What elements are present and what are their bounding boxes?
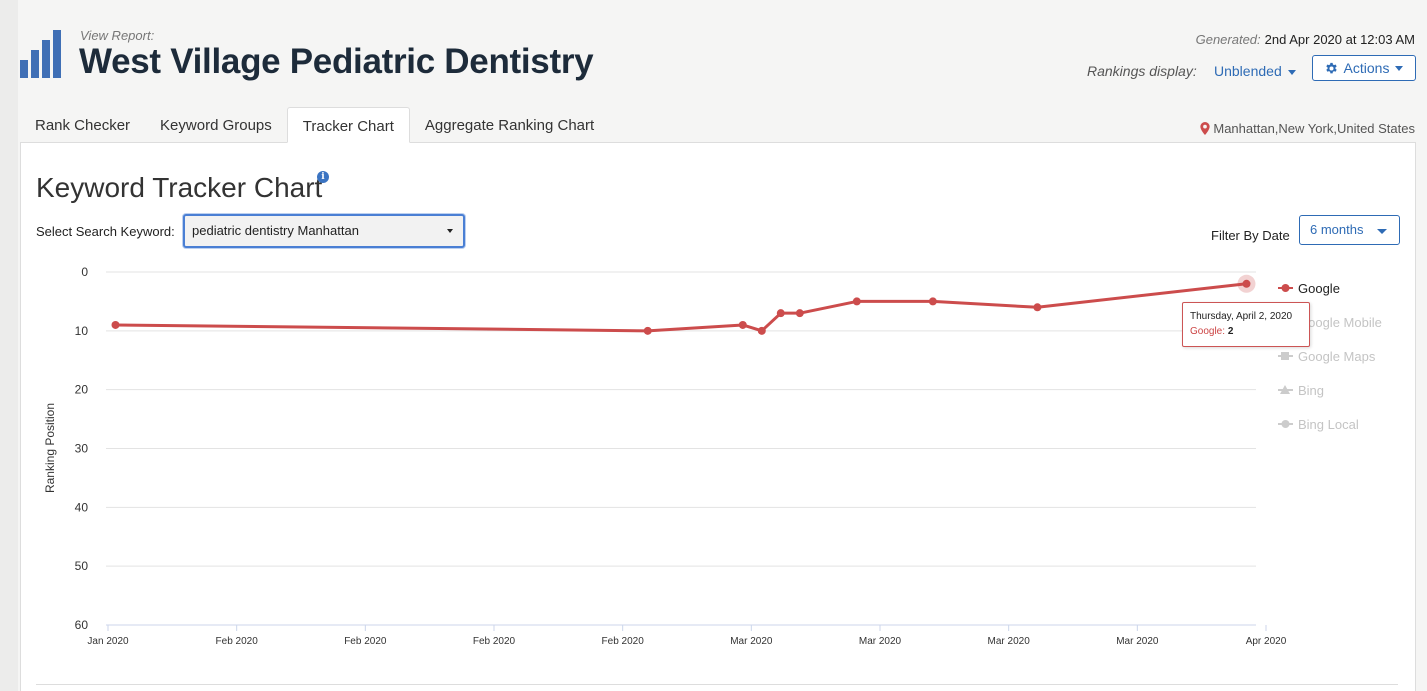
x-tick-label: Apr 2020 <box>1246 636 1287 647</box>
series-line-google <box>114 282 1248 333</box>
x-tick-label: Mar 2020 <box>859 636 902 647</box>
data-point <box>1242 279 1251 288</box>
data-point <box>643 326 652 335</box>
data-point <box>776 309 785 318</box>
rankings-display-value: Unblended <box>1214 63 1282 79</box>
x-tick-label: Feb 2020 <box>602 636 645 647</box>
map-pin-icon <box>1200 122 1211 135</box>
x-tick-label: Mar 2020 <box>988 636 1031 647</box>
chevron-down-icon <box>1395 65 1404 71</box>
tooltip-value: 2 <box>1227 326 1234 337</box>
chart-grid <box>106 271 1256 626</box>
data-point <box>795 309 804 318</box>
legend-square-marker <box>1281 352 1289 360</box>
x-axis-ticks: Jan 2020 Feb 2020 Feb 2020 Feb 2020 Feb 2020… <box>87 625 1287 647</box>
y-axis-ticks: 0 10 20 30 40 50 60 <box>75 265 89 632</box>
data-point <box>111 320 120 329</box>
x-tick-label: Feb 2020 <box>473 636 516 647</box>
filter-by-date-dropdown[interactable]: 6 months <box>1299 215 1400 245</box>
actions-button[interactable]: Actions <box>1312 55 1416 81</box>
chart-logo-icon <box>20 30 61 78</box>
x-tick-label: Jan 2020 <box>87 636 129 647</box>
tab-tracker-chart[interactable]: Tracker Chart <box>286 107 410 143</box>
generated-value: 2nd Apr 2020 at 12:03 AM <box>1264 32 1415 47</box>
generated-info: Generated: 2nd Apr 2020 at 12:03 AM <box>1196 32 1415 47</box>
tooltip-series-line: Google: 2 <box>1190 324 1302 339</box>
filter-by-date-label: Filter By Date <box>1211 228 1290 243</box>
chart-legend: Google Google Mobile Google Maps Bing Bing L… <box>1278 281 1382 432</box>
report-title: West Village Pediatric Dentistry <box>79 42 594 81</box>
y-tick-label: 30 <box>75 442 89 456</box>
rankings-display-dropdown[interactable]: Unblended <box>1214 63 1296 79</box>
legend-label: Google Maps <box>1298 349 1376 364</box>
legend-label: Bing Local <box>1298 417 1359 432</box>
y-tick-label: 60 <box>75 618 89 632</box>
left-edge-strip <box>0 0 18 691</box>
chart-tooltip: Thursday, April 2, 2020 Google: 2 <box>1182 302 1310 347</box>
tab-rank-checker[interactable]: Rank Checker <box>35 117 131 134</box>
view-report-label: View Report: <box>80 28 155 43</box>
legend-label: Google <box>1298 281 1340 296</box>
data-point <box>757 326 766 335</box>
data-point <box>852 297 861 306</box>
legend-circle-marker <box>1281 420 1290 428</box>
panel-title: Keyword Tracker Chart <box>36 172 323 203</box>
keyword-select-label: Select Search Keyword: <box>36 224 175 239</box>
chart-series <box>111 274 1256 335</box>
y-tick-label: 10 <box>75 324 89 338</box>
legend-circle-marker <box>1281 284 1290 292</box>
tooltip-series: Google: <box>1190 326 1226 337</box>
keyword-select-value: pediatric dentistry Manhattan <box>192 223 359 238</box>
y-tick-label: 50 <box>75 559 89 573</box>
tab-aggregate-ranking-chart[interactable]: Aggregate Ranking Chart <box>424 117 595 134</box>
legend-label: Google Mobile <box>1298 315 1382 330</box>
chevron-down-icon <box>1377 229 1387 234</box>
panel-divider <box>36 684 1398 685</box>
filter-by-date-value: 6 months <box>1310 222 1364 237</box>
data-point <box>738 320 747 329</box>
legend-triangle-marker <box>1280 385 1290 394</box>
chevron-down-icon <box>1287 69 1296 75</box>
tooltip-date: Thursday, April 2, 2020 <box>1190 311 1293 322</box>
data-point <box>928 297 937 306</box>
tab-bar: Rank Checker Keyword Groups Tracker Char… <box>20 107 609 143</box>
legend-item-google[interactable]: Google <box>1278 281 1340 296</box>
y-axis-label: Ranking Position <box>43 403 57 493</box>
x-tick-label: Feb 2020 <box>216 636 259 647</box>
legend-item-bing[interactable]: Bing <box>1278 383 1324 398</box>
info-icon[interactable]: i <box>317 171 329 183</box>
keyword-select[interactable]: pediatric dentistry Manhattan <box>183 214 465 248</box>
chevron-down-icon <box>447 229 453 233</box>
location-text: Manhattan,New York,United States <box>1213 121 1415 136</box>
legend-item-google-maps[interactable]: Google Maps <box>1278 349 1376 364</box>
y-tick-label: 20 <box>75 383 89 397</box>
location: Manhattan,New York,United States <box>1200 121 1415 136</box>
actions-label: Actions <box>1343 60 1390 76</box>
rankings-display-label: Rankings display: <box>1087 63 1197 79</box>
x-tick-label: Mar 2020 <box>730 636 773 647</box>
y-tick-label: 0 <box>81 265 88 279</box>
x-tick-label: Feb 2020 <box>344 636 387 647</box>
x-tick-label: Mar 2020 <box>1116 636 1159 647</box>
y-tick-label: 40 <box>75 500 89 514</box>
data-point <box>1033 303 1042 312</box>
gear-icon <box>1325 62 1337 73</box>
generated-label: Generated: <box>1195 32 1261 47</box>
tab-keyword-groups[interactable]: Keyword Groups <box>160 117 272 134</box>
legend-label: Bing <box>1298 383 1324 398</box>
legend-item-bing-local[interactable]: Bing Local <box>1278 417 1359 432</box>
